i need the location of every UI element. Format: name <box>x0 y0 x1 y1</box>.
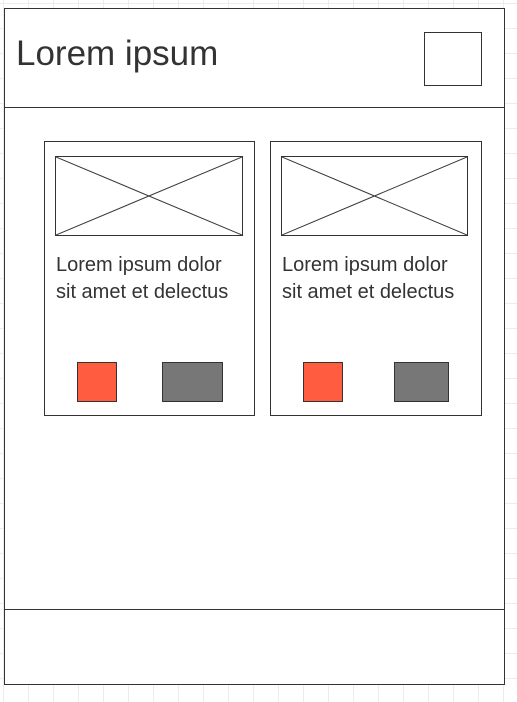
card-secondary-button[interactable] <box>162 362 223 402</box>
card-secondary-button[interactable] <box>394 362 449 402</box>
mobile-frame: Lorem ipsum Lorem ipsum dolor sit amet e… <box>4 8 505 685</box>
card-description: Lorem ipsum dolor sit amet et delectus <box>282 254 455 303</box>
image-placeholder-icon <box>281 156 468 236</box>
card-description: Lorem ipsum dolor sit amet et delectus <box>56 254 229 303</box>
footer-bar <box>5 609 504 685</box>
card-primary-button[interactable] <box>303 362 343 402</box>
header-bar: Lorem ipsum <box>5 9 504 108</box>
image-placeholder-icon <box>55 156 243 236</box>
card: Lorem ipsum dolor sit amet et delectus <box>44 141 255 416</box>
page-title: Lorem ipsum <box>16 34 219 73</box>
card-primary-button[interactable] <box>77 362 117 402</box>
card: Lorem ipsum dolor sit amet et delectus <box>270 141 482 416</box>
header-action-button[interactable] <box>424 32 482 86</box>
